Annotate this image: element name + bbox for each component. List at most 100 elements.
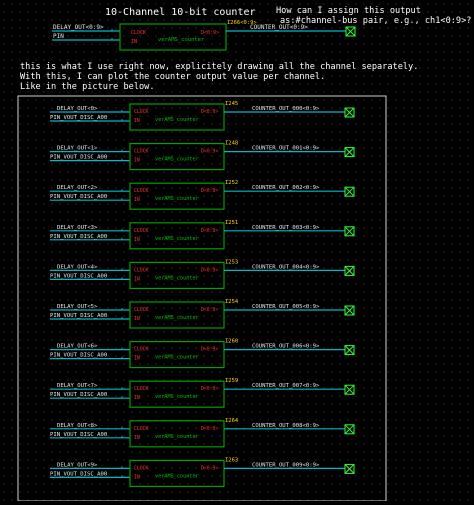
channel-delay-label: DELAY_OUT<2>	[57, 185, 98, 191]
channel-delay-label: DELAY_OUT<9>	[57, 462, 98, 468]
instance-label: I253	[225, 259, 238, 265]
channel-pin-label: PIN_VOUT_DISC_A00	[50, 155, 107, 161]
counter-pin-in: IN	[134, 474, 140, 480]
instance-label: I264	[225, 418, 239, 424]
channel-delay-label: DELAY_OUT<0>	[57, 106, 98, 112]
annotation-line-3: Like in the picture below.	[20, 82, 155, 92]
channel-pin-label: PIN_VOUT_DISC_A00	[50, 273, 107, 279]
channel-row[interactable]: DELAY_OUT<4> PIN_VOUT_DISC_A00 CLOCK IN D<0:…	[50, 259, 355, 289]
counter-pin-clock: CLOCK	[134, 386, 149, 392]
counter-block[interactable]	[129, 459, 225, 487]
channel-row[interactable]: DELAY_OUT<6> PIN_VOUT_DISC_A00 CLOCK IN D<0:…	[50, 339, 355, 369]
instance-label: I252	[225, 180, 238, 186]
channel-row[interactable]: DELAY_OUT<2> PIN_VOUT_DISC_A00 CLOCK IN D<0:…	[50, 180, 355, 210]
counter-pin-in: IN	[134, 395, 140, 401]
channel-pin-label: PIN_VOUT_DISC_A00	[50, 234, 107, 240]
channel-output-label: COUNTER_OUT_009<0:9>	[252, 462, 320, 468]
channel-output-label: COUNTER_OUT_002<0:9>	[252, 185, 320, 191]
channel-delay-label: DELAY_OUT<7>	[57, 383, 98, 389]
counter-block[interactable]	[129, 103, 225, 131]
output-terminal[interactable]	[344, 463, 355, 474]
counter-block[interactable]	[129, 380, 225, 408]
counter-block[interactable]	[129, 341, 225, 369]
counter-pin-in: IN	[134, 197, 140, 203]
counter-pin-out: D<0:9>	[201, 267, 218, 273]
counter-pin-out: D<0:9>	[201, 149, 218, 155]
channel-row[interactable]: DELAY_OUT<8> PIN_VOUT_DISC_A00 CLOCK IN D<0:…	[50, 418, 355, 448]
counter-pin-clock: CLOCK	[134, 109, 149, 115]
counter-pin-out: D<0:9>	[201, 188, 218, 194]
channel-row[interactable]: DELAY_OUT<9> PIN_VOUT_DISC_A00 CLOCK IN D<0:…	[50, 457, 355, 487]
counter-pin-clock: CLOCK	[134, 188, 149, 194]
bus-instance-group[interactable]: 10-Channel 10-bit counter DELAY_OUT<0:9>…	[52, 7, 356, 51]
output-terminal[interactable]	[344, 265, 355, 276]
counter-pin-clock: CLOCK	[134, 228, 149, 234]
instance-label: I251	[225, 220, 238, 226]
output-terminal[interactable]	[344, 226, 355, 237]
channel-delay-label: DELAY_OUT<6>	[57, 344, 98, 350]
output-terminal[interactable]	[344, 305, 355, 316]
channel-output-label: COUNTER_OUT_008<0:9>	[252, 423, 320, 429]
output-terminal[interactable]	[344, 424, 355, 435]
counter-block[interactable]	[129, 420, 225, 448]
output-terminal[interactable]	[344, 147, 355, 158]
schematic-title: 10-Channel 10-bit counter	[105, 7, 256, 18]
bus-input-label-pin: PIN	[53, 33, 64, 40]
channel-delay-label: DELAY_OUT<4>	[57, 264, 98, 270]
counter-block-name: verAMS_counter	[155, 275, 199, 281]
counter-block-name: verAMS_counter	[155, 157, 199, 163]
channel-row[interactable]: DELAY_OUT<5> PIN_VOUT_DISC_A00 CLOCK IN D<0:…	[50, 299, 355, 329]
counter-block[interactable]	[129, 182, 225, 210]
bus-output-terminal[interactable]	[345, 26, 356, 37]
bus-output-label: COUNTER_OUT<0:9>	[250, 24, 308, 31]
counter-block[interactable]	[129, 222, 225, 250]
bus-block-name: verAMS_counter	[158, 37, 205, 43]
bus-pin-clock: CLOCK	[131, 30, 146, 36]
channel-row[interactable]: DELAY_OUT<1> PIN_VOUT_DISC_A00 CLOCK IN D<0:…	[50, 141, 355, 171]
instance-label: I254	[225, 299, 239, 305]
output-terminal[interactable]	[344, 384, 355, 395]
counter-pin-out: D<0:9>	[201, 386, 218, 392]
counter-block-name: verAMS_counter	[155, 394, 199, 400]
channel-pin-label: PIN_VOUT_DISC_A00	[50, 471, 107, 477]
bus-input-label-delay: DELAY_OUT<0:9>	[53, 24, 104, 31]
counter-block-name: verAMS_counter	[155, 315, 199, 321]
counter-pin-out: D<0:9>	[201, 228, 218, 234]
channel-pin-label: PIN_VOUT_DISC_A00	[50, 353, 107, 359]
bus-pin-in: IN	[131, 39, 137, 45]
counter-pin-in: IN	[134, 276, 140, 282]
channel-row[interactable]: DELAY_OUT<0> PIN_VOUT_DISC_A00 CLOCK IN D<0:…	[50, 101, 355, 131]
output-terminal[interactable]	[344, 107, 355, 118]
channel-output-label: COUNTER_OUT_004<0:9>	[252, 264, 320, 270]
channel-row[interactable]: DELAY_OUT<3> PIN_VOUT_DISC_A00 CLOCK IN D<0:…	[50, 220, 355, 250]
question-line-1: How can I assign this output	[276, 6, 421, 16]
channel-delay-label: DELAY_OUT<5>	[57, 304, 98, 310]
counter-block[interactable]	[129, 143, 225, 171]
channel-row[interactable]: DELAY_OUT<7> PIN_VOUT_DISC_A00 CLOCK IN D<0:…	[50, 378, 355, 408]
counter-pin-clock: CLOCK	[134, 149, 149, 155]
instance-label: I259	[225, 378, 238, 384]
counter-pin-in: IN	[134, 435, 140, 441]
annotation-line-1: this is what I use right now, explicitel…	[20, 62, 419, 72]
counter-pin-out: D<0:9>	[201, 109, 218, 115]
channel-pin-label: PIN_VOUT_DISC_A00	[50, 194, 107, 200]
channel-output-label: COUNTER_OUT_006<0:9>	[252, 344, 320, 350]
counter-block[interactable]	[129, 261, 225, 289]
counter-pin-clock: CLOCK	[134, 426, 149, 432]
channel-rows[interactable]: DELAY_OUT<0> PIN_VOUT_DISC_A00 CLOCK IN D<0:…	[50, 101, 355, 487]
counter-pin-in: IN	[134, 356, 140, 362]
channel-pin-label: PIN_VOUT_DISC_A00	[50, 392, 107, 398]
counter-block[interactable]	[129, 301, 225, 329]
bus-counter-block[interactable]	[119, 23, 227, 51]
channel-output-label: COUNTER_OUT_001<0:9>	[252, 146, 320, 152]
channel-output-label: COUNTER_OUT_007<0:9>	[252, 383, 320, 389]
output-terminal[interactable]	[344, 345, 355, 356]
annotation-line-2: With this, I can plot the counter output…	[20, 72, 326, 82]
counter-block-name: verAMS_counter	[155, 236, 199, 242]
counter-pin-in: IN	[134, 158, 140, 164]
counter-pin-out: D<0:9>	[201, 465, 218, 471]
channel-output-label: COUNTER_OUT_003<0:9>	[252, 225, 320, 231]
output-terminal[interactable]	[344, 186, 355, 197]
counter-pin-in: IN	[134, 118, 140, 124]
